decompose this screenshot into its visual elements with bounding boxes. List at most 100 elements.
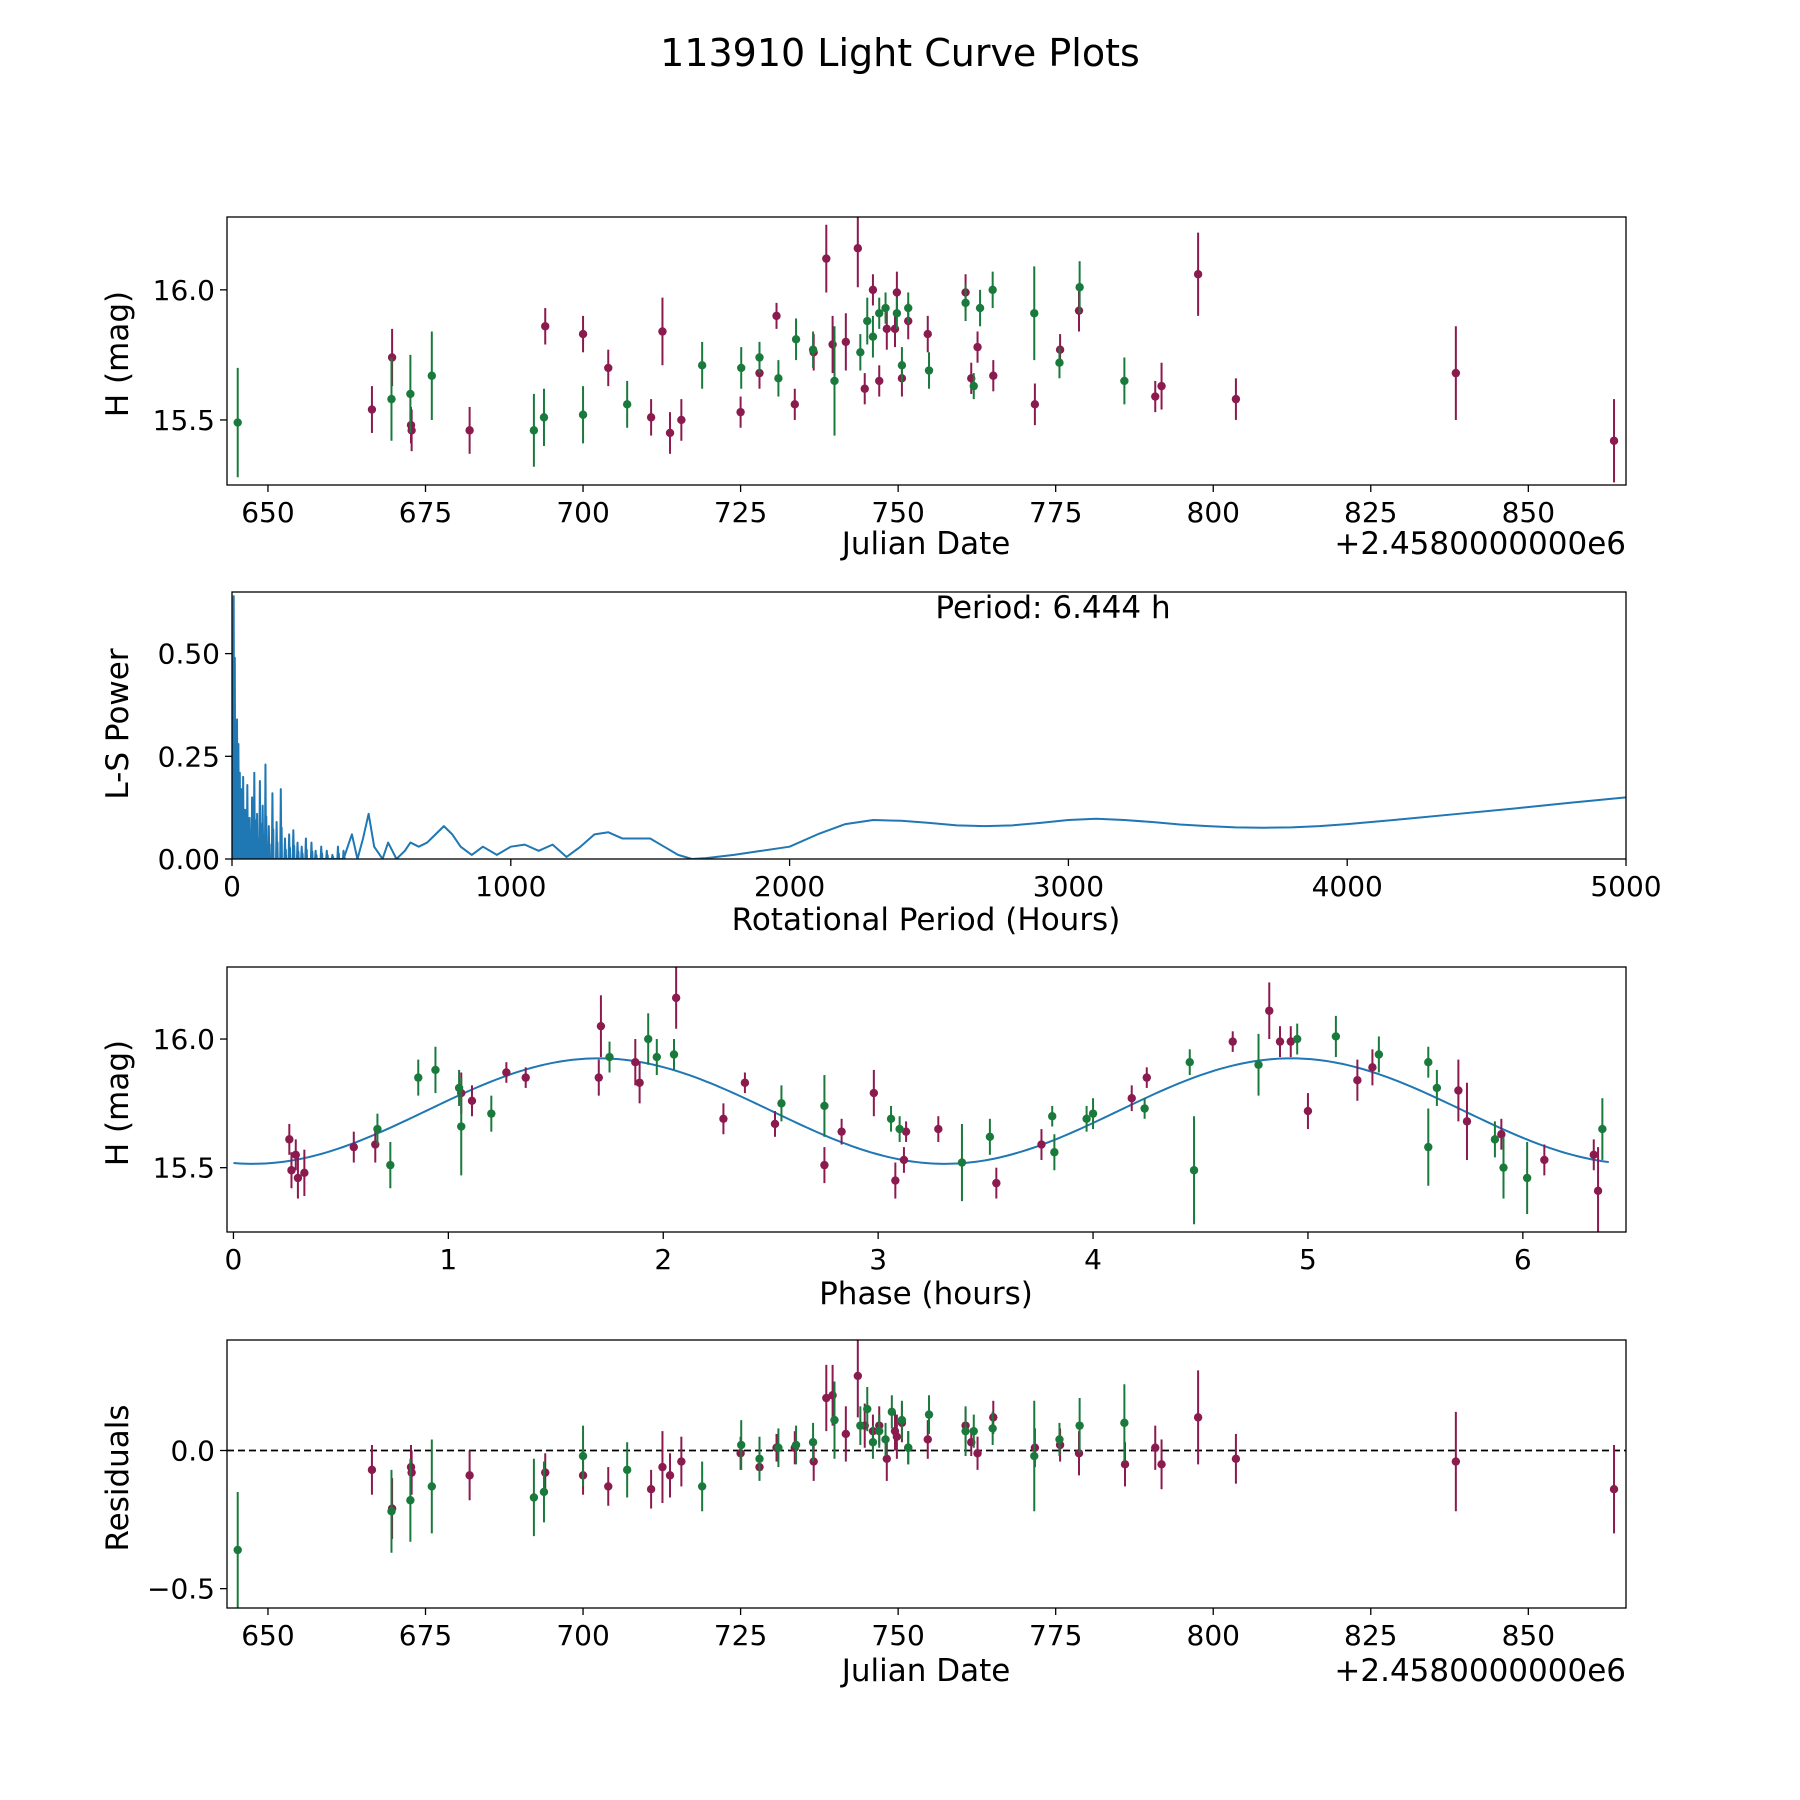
residuals-frame [226,1339,1627,1609]
filter-o-point [875,376,884,386]
filter-o-point [837,1127,846,1136]
filter-o-point [1368,1063,1377,1072]
filter-c-point [578,1451,588,1461]
filter-o-point [1609,1484,1619,1494]
filter-o-point [740,1078,750,1087]
filter-o-point [820,1160,829,1170]
periodogram-ylabel: L-S Power [100,648,136,799]
filter-c-point [737,1440,746,1450]
lightcurve-xtick-label: 775 [1029,496,1082,529]
phased-xtick-label: 6 [1514,1243,1532,1276]
filter-o-point [822,254,831,263]
phased-xtick-label: 3 [869,1243,887,1276]
filter-o-point [772,311,781,321]
filter-o-point [1497,1130,1506,1139]
filter-c-point [975,303,985,313]
filter-o-point [291,1150,300,1160]
filter-o-point [1151,1443,1160,1452]
periodogram-frame [231,591,1627,860]
filter-c-point [529,1493,539,1502]
filter-o-point [541,322,550,331]
periodogram-ytick-label: 0.25 [158,740,220,773]
filter-o-point [882,324,891,334]
phased-xlabel: Phase (hours) [819,1276,1033,1312]
filter-c-point [1424,1142,1433,1152]
filter-c-point [1293,1034,1302,1044]
residuals-ylabel: Residuals [100,1404,136,1551]
filter-o-point [1451,368,1461,378]
filter-o-point [631,1057,640,1067]
lightcurve-xtick-label: 750 [871,496,924,529]
filter-c-point [1189,1166,1199,1175]
filter-c-point [1050,1148,1059,1157]
panel-lightcurve: H (mag) Julian Date +2.4580000000e6 [100,291,1626,562]
phased-xtick-label: 4 [1084,1243,1102,1276]
filter-c-point [427,371,437,380]
phased-frame [226,966,1627,1233]
filter-c-point [863,1404,872,1414]
residuals-xtick-label: 825 [1344,1619,1397,1652]
residuals-xtick-label: 700 [556,1619,609,1652]
filter-c-point [539,1487,549,1497]
filter-c-point [622,400,632,409]
filter-c-point [1598,1124,1607,1134]
filter-o-point [828,340,837,349]
filter-c-point [820,1101,829,1111]
figure-title: 113910 Light Curve Plots [660,31,1140,75]
filter-o-point [387,353,397,362]
filter-c-point [406,1496,415,1505]
filter-c-point [875,309,884,318]
filter-o-point [658,327,667,336]
filter-o-point [1286,1037,1295,1046]
filter-o-point [1303,1106,1313,1116]
lightcurve-xlabel: Julian Date [840,526,1011,562]
filter-o-point [853,244,863,253]
filter-o-point [541,1468,550,1477]
filter-c-point [961,1426,970,1436]
filter-o-point [934,1124,943,1134]
filter-c-point [755,1454,764,1464]
filter-c-point [924,366,934,375]
lightcurve-xtick-label: 675 [399,496,452,529]
filter-o-point [890,324,900,334]
filter-c-point [897,1415,907,1425]
filter-c-point [373,1124,382,1134]
residuals-xtick-label: 725 [714,1619,767,1652]
panel-phased: H (mag) Phase (hours) [100,1040,1033,1312]
filter-o-point [892,1432,902,1441]
lightcurve-xtick-label: 850 [1502,496,1555,529]
lightcurve-xtick-label: 825 [1344,496,1397,529]
lightcurve-frame [226,216,1627,486]
filter-o-point [973,342,982,352]
filter-c-point [868,1438,878,1447]
filter-c-point [1120,1418,1129,1428]
filter-o-point [1593,1186,1603,1196]
filter-c-point [875,1426,884,1436]
filter-c-point [669,1050,679,1059]
residuals-ytick-label: 0.0 [170,1435,215,1468]
filter-c-point [233,1545,242,1555]
residuals-xtick-label: 650 [241,1619,294,1652]
filter-o-point [407,426,416,435]
filter-o-point [736,407,745,417]
panel-residuals: Residuals Julian Date +2.4580000000e6 [100,1404,1626,1689]
filter-o-point [989,371,998,380]
phased-xtick-label: 2 [654,1243,672,1276]
lightcurve-xtick-label: 800 [1187,496,1240,529]
filter-c-point [406,389,415,399]
filter-o-point [665,1471,675,1480]
periodogram-plot: 0 1000 2000 3000 4000 5000 0.00 0.25 0.50 [158,591,1662,903]
filter-o-point [465,426,474,435]
residuals-xtick-label: 800 [1187,1619,1240,1652]
filter-o-point [853,1371,863,1381]
lightcurve-plot: 650 675 700 725 750 775 800 825 850 15.5 16.0 [153,216,1627,529]
periodogram-xtick-label: 5000 [1590,870,1661,903]
filter-c-point [644,1034,653,1044]
phased-xtick-label: 0 [225,1243,243,1276]
filter-o-point [604,1482,613,1491]
lightcurve-xtick-label: 650 [241,496,294,529]
filter-c-point [924,1410,934,1419]
filter-c-point [1120,376,1129,386]
filter-o-point [367,405,377,414]
lightcurve-xtick-label: 725 [714,496,767,529]
